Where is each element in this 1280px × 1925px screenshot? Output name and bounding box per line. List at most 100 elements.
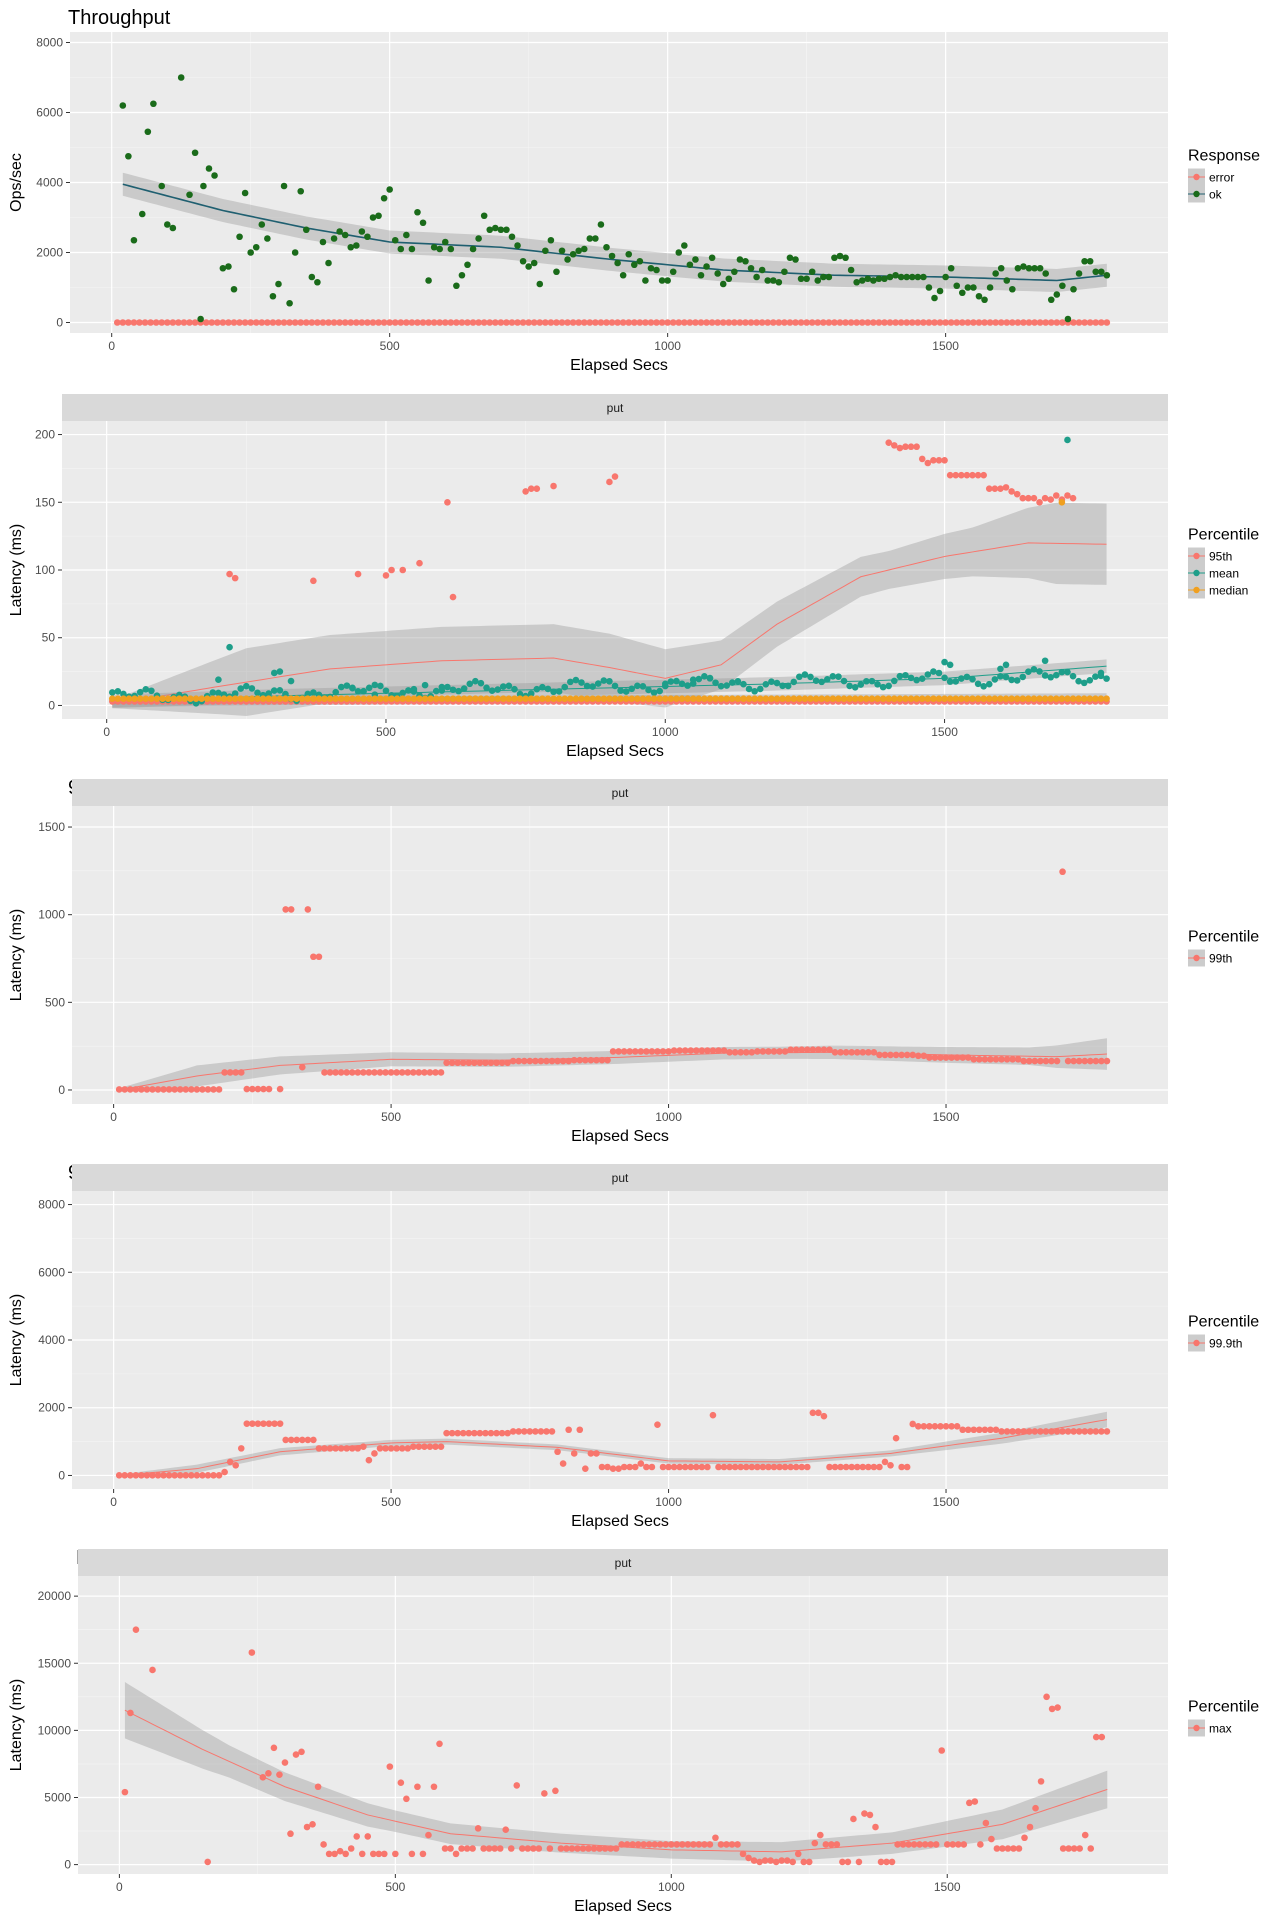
data-point-error [391, 319, 399, 326]
data-point-error [808, 319, 816, 326]
x-axis-title: Elapsed Secs [566, 743, 664, 760]
data-point-99.9th [615, 1465, 622, 1472]
data-point-median [784, 695, 792, 702]
data-point-ok [375, 212, 382, 220]
data-point-ok [825, 273, 833, 281]
data-point-99th [1003, 1056, 1011, 1063]
data-point-max [767, 1857, 774, 1864]
data-point-99.9th [865, 1463, 872, 1471]
chart-svg: Throughput 0 500 1000 1500 0 2000 4000 6000 8000 E… [8, 7, 1260, 374]
data-point-mean [980, 682, 987, 690]
data-point-99th [731, 1048, 739, 1056]
data-point-mean [1064, 668, 1071, 676]
data-point-median [360, 695, 367, 702]
data-point-max [872, 1823, 879, 1831]
data-point-mean [488, 687, 496, 694]
data-point-error [152, 319, 160, 326]
data-point-mean [466, 680, 474, 688]
data-point-99th [515, 1057, 523, 1065]
data-point-max [888, 1858, 896, 1866]
data-point-error [886, 319, 894, 326]
data-point-mean [712, 679, 719, 687]
data-point-error [291, 319, 299, 326]
data-point-99th [1098, 1057, 1105, 1065]
data-point-median [762, 695, 770, 702]
data-point-max [883, 1858, 890, 1866]
y-tick-label: 0 [48, 698, 55, 712]
data-point-99.9th [593, 1450, 600, 1457]
data-point-95th [963, 471, 971, 479]
data-point-error [519, 319, 527, 326]
data-point-99th [942, 1054, 950, 1061]
data-point-99th [1042, 1057, 1050, 1065]
data-point-99th [704, 1047, 711, 1054]
data-point-mean [405, 687, 412, 694]
data-point-median [1064, 695, 1071, 702]
data-point-error [1031, 319, 1038, 326]
data-point-median [958, 695, 965, 702]
legend-key-dot-median [1193, 586, 1200, 594]
data-point-99.9th [842, 1463, 850, 1471]
data-point-error [769, 319, 777, 326]
data-point-median [393, 695, 401, 702]
data-point-mean [567, 678, 574, 686]
data-point-ok [1020, 263, 1027, 270]
data-point-mean [812, 677, 820, 685]
data-point-99.9th [465, 1429, 473, 1437]
data-point-ok [252, 243, 260, 251]
data-point-99th [598, 1056, 606, 1064]
data-point-95th [913, 443, 920, 451]
legend-key-dot-error [1193, 173, 1200, 181]
data-point-median [125, 695, 133, 702]
data-point-ok [441, 238, 449, 246]
data-point-max [579, 1845, 587, 1852]
x-tick-label: 1000 [654, 339, 681, 353]
legend-title: Response [1188, 148, 1260, 165]
data-point-ok [150, 100, 157, 108]
data-point-mean [991, 676, 999, 683]
data-point-error [820, 319, 827, 326]
data-point-mean [1008, 676, 1015, 684]
data-point-max [1032, 1804, 1039, 1812]
data-point-99th [693, 1047, 700, 1054]
data-point-99th [637, 1048, 645, 1055]
data-point-median [918, 695, 926, 702]
data-point-max [739, 1850, 747, 1858]
data-point-99.9th [942, 1423, 950, 1430]
data-point-mean [773, 679, 781, 687]
data-point-99.9th [176, 1471, 184, 1479]
data-point-99.9th [759, 1463, 767, 1471]
data-point-99.9th [304, 1436, 312, 1444]
data-point-ok [658, 277, 666, 284]
data-point-error [658, 319, 666, 326]
data-point-error [947, 319, 955, 326]
legend-key-dot-99.9th [1193, 1339, 1200, 1347]
data-point-max [921, 1841, 929, 1848]
data-point-ok [1009, 285, 1016, 293]
data-point-ok [308, 273, 316, 281]
data-point-median [533, 695, 541, 702]
y-tick-label: 0 [56, 316, 63, 330]
data-point-99.9th [398, 1445, 406, 1452]
data-point-99th [154, 1086, 162, 1093]
data-point-ok [614, 259, 621, 267]
data-point-99th [759, 1048, 767, 1055]
data-point-mean [511, 685, 518, 693]
data-point-99.9th [837, 1463, 844, 1471]
data-point-ok [642, 277, 649, 284]
data-point-error [847, 319, 855, 326]
data-point-error [403, 319, 410, 326]
data-point-error [1042, 319, 1049, 326]
data-point-99.9th [670, 1463, 678, 1471]
data-point-median [594, 695, 602, 702]
data-point-mean [823, 676, 831, 683]
data-point-median [449, 695, 457, 702]
data-point-error [336, 319, 343, 326]
data-point-ok [1103, 271, 1111, 279]
data-point-99th [371, 1069, 378, 1076]
data-point-95th [935, 456, 943, 464]
data-point-99th [276, 1085, 284, 1093]
data-point-ok [497, 226, 505, 234]
data-point-ok [986, 284, 994, 291]
data-point-max [292, 1751, 300, 1758]
